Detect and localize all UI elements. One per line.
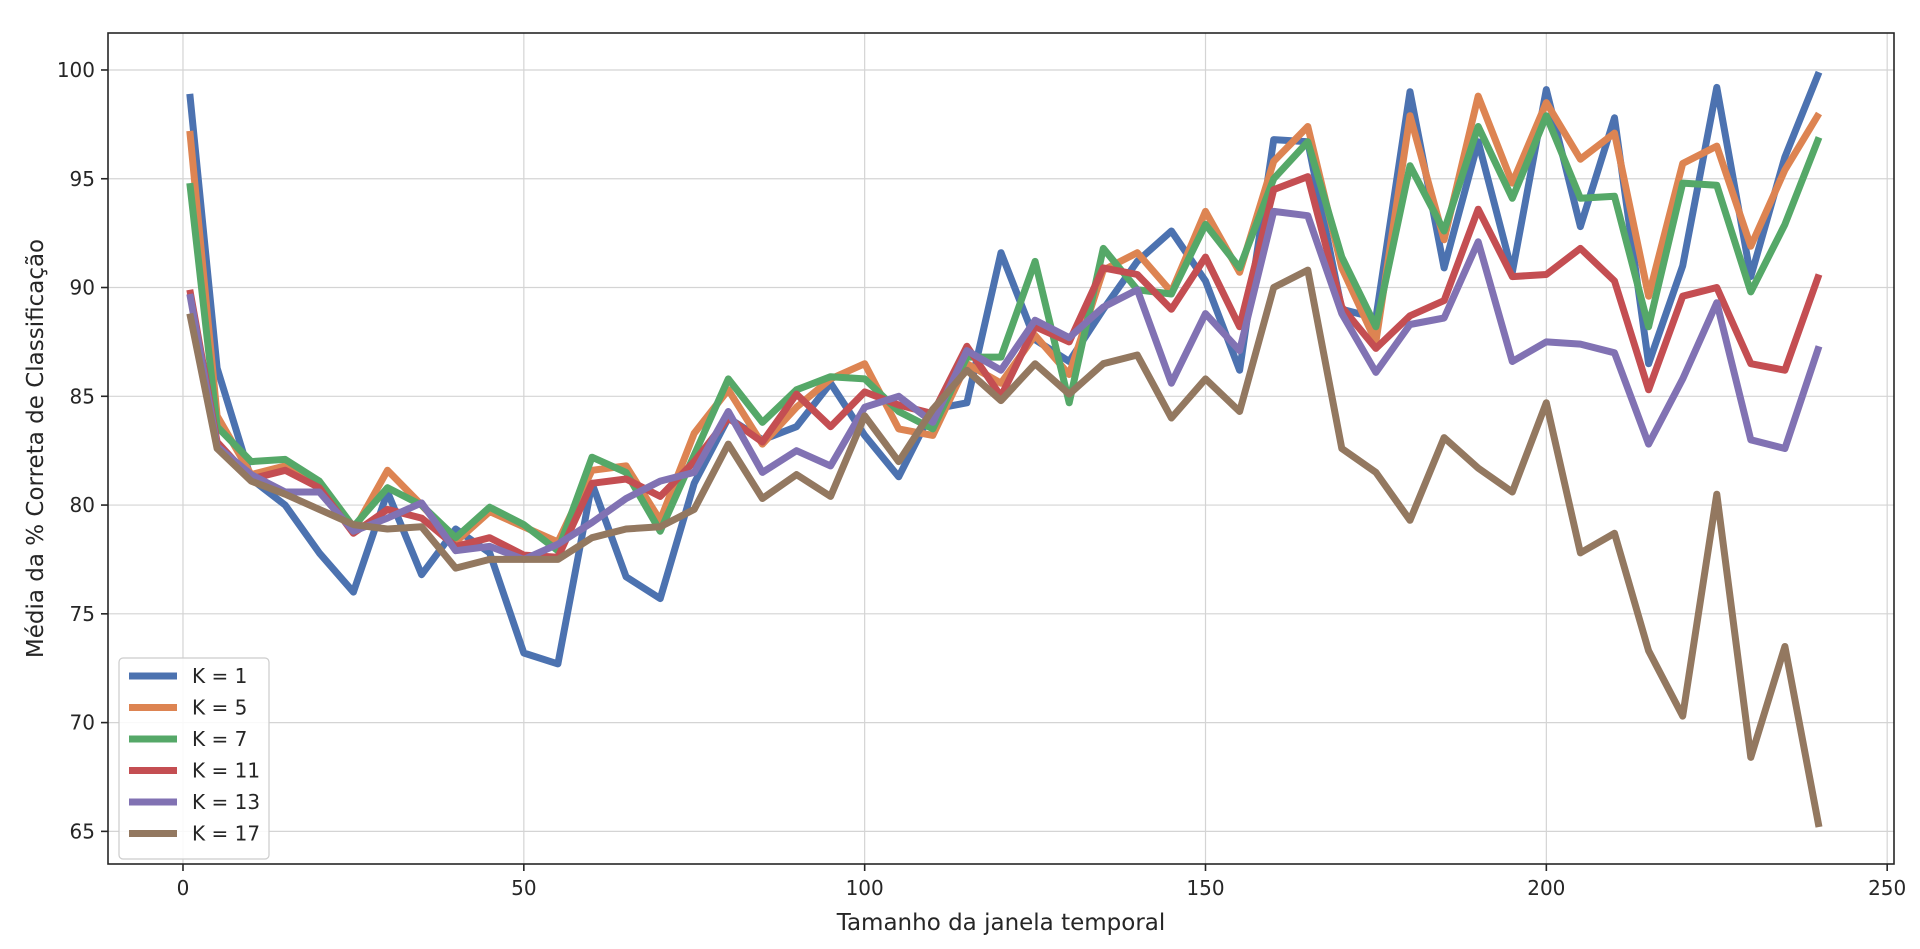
y-tick-label: 65: [70, 819, 95, 843]
legend-label: K = 13: [192, 790, 260, 814]
legend-label: K = 11: [192, 759, 260, 783]
x-tick-label: 250: [1868, 876, 1906, 900]
x-tick-label: 200: [1527, 876, 1565, 900]
x-tick-label: 0: [177, 876, 190, 900]
y-tick-label: 75: [70, 602, 95, 626]
axis-ticks: 0 50 100 150 200 250 65 70 75 80 85 90 95 100: [57, 58, 1906, 900]
y-tick-label: 70: [70, 711, 95, 735]
series-lines: [186, 70, 1823, 828]
plot-frame: [107, 32, 1895, 865]
series-line-k13: [186, 207, 1823, 563]
series-line-k17: [186, 266, 1823, 828]
legend: K = 1 K = 5 K = 7 K = 11 K = 13 K = 17: [118, 657, 270, 860]
legend-label: K = 1: [192, 664, 247, 688]
legend-label: K = 5: [192, 696, 247, 720]
y-axis-label: Média da % Correta de Classificação: [23, 239, 49, 658]
legend-label: K = 17: [192, 822, 260, 846]
y-tick-label: 100: [57, 58, 95, 82]
y-tick-label: 80: [70, 493, 95, 517]
legend-label: K = 7: [192, 727, 247, 751]
x-tick-label: 150: [1186, 876, 1224, 900]
series-line-k7: [186, 112, 1823, 555]
x-tick-label: 100: [846, 876, 884, 900]
x-axis-label: Tamanho da janela temporal: [836, 910, 1166, 936]
y-tick-label: 90: [70, 276, 95, 300]
y-tick-label: 85: [70, 384, 95, 408]
x-tick-label: 50: [511, 876, 536, 900]
series-line-k1: [186, 70, 1823, 668]
y-tick-label: 95: [70, 167, 95, 191]
